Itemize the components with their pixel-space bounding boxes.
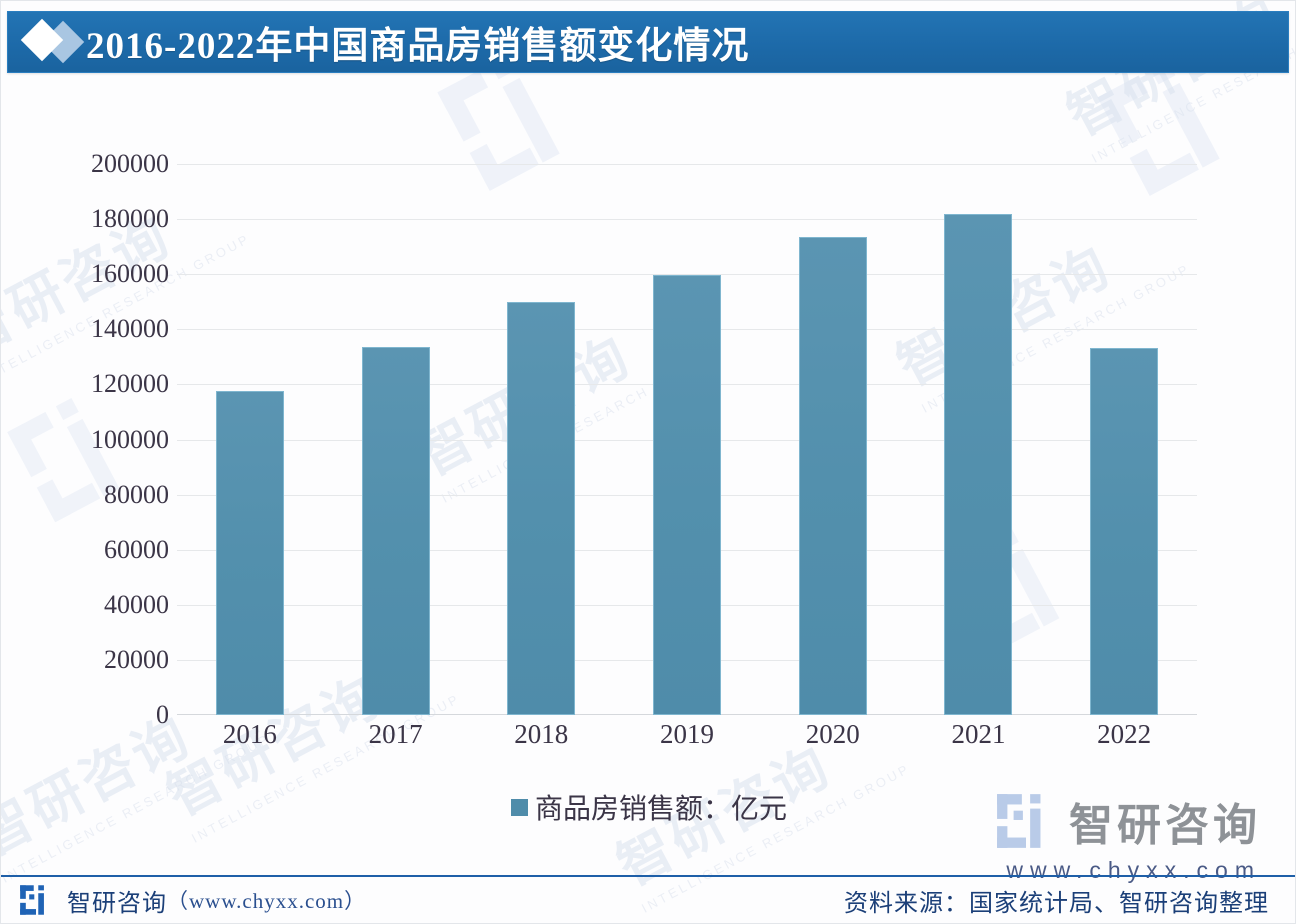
y-axis-tick-label: 160000 — [91, 259, 169, 289]
footer: 智研咨询 （www.chyxx.com） 资料来源：国家统计局、智研咨询整理 — [1, 877, 1295, 923]
y-axis-tick-label: 100000 — [91, 424, 169, 454]
bar-slot — [468, 164, 614, 715]
bar-slot — [323, 164, 469, 715]
brand-name: 智研咨询 — [1069, 801, 1261, 850]
x-axis-tick-label: 2020 — [805, 719, 860, 749]
x-axis-labels: 2016 2017 2018 2019 2020 2021 2022 — [177, 719, 1197, 750]
x-axis-tick-label: 2019 — [660, 719, 715, 749]
double-diamond-icon — [8, 11, 86, 73]
y-axis-tick-label: 20000 — [104, 644, 169, 674]
legend-label: 商品房销售额：亿元 — [534, 793, 787, 824]
bar[interactable] — [1090, 347, 1159, 715]
bar-slot — [906, 164, 1052, 715]
bar-slot — [177, 164, 323, 715]
bar-slot — [760, 164, 906, 715]
bar-slot — [614, 164, 760, 715]
footer-source: 资料来源：国家统计局、智研咨询整理 — [844, 889, 1269, 917]
bar-series — [177, 164, 1197, 715]
legend-swatch — [510, 798, 528, 816]
y-axis-tick-label: 180000 — [91, 204, 169, 234]
bar[interactable] — [798, 236, 867, 715]
bar[interactable] — [507, 301, 576, 715]
footer-divider — [1, 875, 1295, 877]
footer-company: 智研咨询 — [67, 889, 167, 917]
bar-chart: 0 20000 40000 60000 80000 100000 120000 140000 1… — [1, 79, 1295, 839]
gridline — [177, 219, 1197, 221]
page-title: 2016-2022年中国商品房销售额变化情况 — [86, 26, 750, 67]
y-axis-tick-label: 0 — [156, 700, 169, 729]
y-axis-tick-label: 60000 — [104, 534, 169, 564]
y-axis-tick-label: 80000 — [104, 479, 169, 509]
x-axis-tick-label: 2022 — [1097, 719, 1152, 749]
x-axis-tick-label: 2021 — [951, 719, 1006, 749]
bar-slot — [1051, 164, 1197, 715]
chart-legend: 商品房销售额：亿元 — [1, 787, 1295, 827]
chyxx-logo-icon — [995, 792, 1057, 850]
y-axis-tick-label: 40000 — [104, 589, 169, 619]
y-axis-tick-label: 200000 — [91, 149, 169, 178]
y-axis-tick-label: 120000 — [91, 369, 169, 399]
bar[interactable] — [361, 346, 430, 715]
brand-url: www.chyxx.com — [1006, 857, 1261, 883]
gridline — [177, 274, 1197, 276]
footer-url[interactable]: （www.chyxx.com） — [167, 889, 367, 913]
x-axis-tick-label: 2017 — [368, 719, 423, 749]
bar[interactable] — [944, 213, 1013, 715]
x-axis-tick-label: 2016 — [222, 719, 277, 749]
chart-title-bar: 2016-2022年中国商品房销售额变化情况 — [7, 11, 1289, 73]
chyxx-footer-logo-icon — [19, 884, 53, 916]
brand-block: 智研咨询 www.chyxx.com — [995, 789, 1261, 884]
y-axis-tick-label: 140000 — [91, 314, 169, 344]
gridline — [177, 164, 1197, 165]
bar[interactable] — [215, 390, 284, 715]
bar[interactable] — [653, 274, 722, 715]
y-axis-labels: 0 20000 40000 60000 80000 100000 120000 140000 1… — [41, 149, 169, 729]
x-axis-tick-label: 2018 — [514, 719, 569, 749]
